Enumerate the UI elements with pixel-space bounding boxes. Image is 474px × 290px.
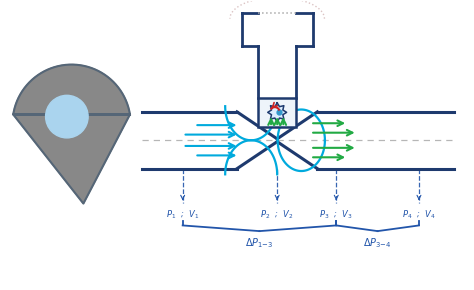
Text: $\Delta P_{3\mathregular{-}4}$: $\Delta P_{3\mathregular{-}4}$ (363, 236, 392, 250)
Text: $P_3$  ;  $V_3$: $P_3$ ; $V_3$ (319, 209, 353, 221)
Polygon shape (13, 65, 130, 204)
Polygon shape (268, 103, 287, 122)
Text: $\Delta P_{1\mathregular{-}3}$: $\Delta P_{1\mathregular{-}3}$ (245, 236, 273, 250)
Circle shape (46, 95, 88, 138)
FancyBboxPatch shape (258, 98, 296, 127)
Text: $P_2$  ;  $V_2$: $P_2$ ; $V_2$ (261, 209, 294, 221)
Text: $P_1$  ;  $V_1$: $P_1$ ; $V_1$ (166, 209, 200, 221)
Text: $P_4$  ;  $V_4$: $P_4$ ; $V_4$ (402, 209, 436, 221)
